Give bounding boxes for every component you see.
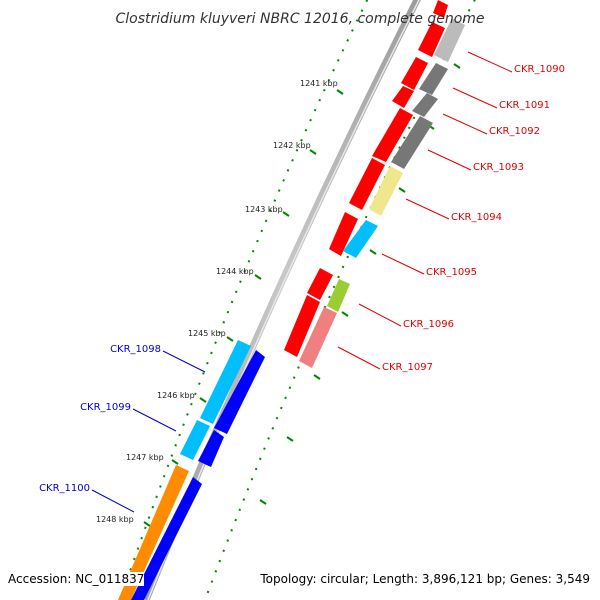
scale-tick xyxy=(282,211,290,217)
scale-label: 1248 kbp xyxy=(96,515,134,524)
scale-tick xyxy=(398,187,406,193)
gene-label[interactable]: CKR_1091 xyxy=(499,100,550,111)
scale-ticks xyxy=(143,63,461,527)
scale-label: 1241 kbp xyxy=(300,79,338,88)
gene-label[interactable]: CKR_1097 xyxy=(382,362,433,373)
label-connectors-right xyxy=(337,51,513,370)
gene-labels-right: CKR_1090 CKR_1091 CKR_1092 CKR_1093 CKR_… xyxy=(382,64,565,373)
gene-labels-left: CKR_1098 CKR_1099 CKR_1100 xyxy=(39,344,161,494)
gene-feature-cds xyxy=(372,108,413,162)
gene-feature-cyan xyxy=(200,340,251,424)
gene-feature-blue xyxy=(198,430,224,467)
label-connectors-left xyxy=(91,350,206,513)
gene-features-right xyxy=(284,0,465,368)
gene-label[interactable]: CKR_1090 xyxy=(514,64,565,75)
gene-label[interactable]: CKR_1093 xyxy=(473,162,524,173)
gene-features-left xyxy=(118,340,265,600)
gene-label[interactable]: CKR_1096 xyxy=(403,319,454,330)
scale-label: 1245 kbp xyxy=(188,329,226,338)
accession-label: Accession: NC_011837 xyxy=(8,572,145,586)
gene-feature-cds xyxy=(349,158,385,210)
scale-tick xyxy=(259,499,267,505)
topology-summary: Topology: circular; Length: 3,896,121 bp… xyxy=(260,572,590,586)
gene-label[interactable]: CKR_1098 xyxy=(110,344,161,355)
scale-tick xyxy=(341,311,349,317)
inner-dotted-guide xyxy=(204,0,476,600)
map-title: Clostridium kluyveri NBRC 12016, complet… xyxy=(115,11,484,27)
gene-label[interactable]: CKR_1092 xyxy=(489,126,540,137)
gene-feature-cds xyxy=(329,212,358,256)
gene-feature-cds xyxy=(401,57,428,90)
gene-feature-blue xyxy=(214,350,265,434)
scale-guide-lines xyxy=(119,0,476,600)
gene-feature-yellow xyxy=(369,166,403,216)
scale-label: 1246 kbp xyxy=(157,391,195,400)
scale-tick xyxy=(286,436,294,442)
scale-label: 1242 kbp xyxy=(273,141,311,150)
gene-feature-cyan xyxy=(343,220,378,258)
gene-label[interactable]: CKR_1095 xyxy=(426,267,477,278)
gene-feature-cds xyxy=(284,295,320,357)
scale-tick xyxy=(309,149,317,155)
scale-tick xyxy=(226,336,234,342)
scale-label: 1247 kbp xyxy=(126,453,164,462)
gene-feature-cds xyxy=(433,0,448,18)
scale-tick xyxy=(171,459,179,465)
gene-feature-cds xyxy=(418,22,445,57)
gene-feature-green xyxy=(327,279,350,312)
scale-tick xyxy=(254,274,262,280)
gene-feature-cds xyxy=(392,86,414,108)
scale-labels: 1241 kbp 1242 kbp 1243 kbp 1244 kbp 1245… xyxy=(96,79,338,524)
gene-label[interactable]: CKR_1099 xyxy=(80,402,131,413)
gene-feature-orange xyxy=(118,465,189,600)
scale-label: 1244 kbp xyxy=(216,267,254,276)
scale-tick xyxy=(453,63,461,69)
scale-tick xyxy=(199,397,207,403)
gene-feature-gray xyxy=(391,116,433,169)
gene-label[interactable]: CKR_1094 xyxy=(451,212,502,223)
gene-feature-cyan xyxy=(180,420,210,460)
gene-label[interactable]: CKR_1100 xyxy=(39,483,90,494)
scale-label: 1243 kbp xyxy=(245,205,283,214)
gene-feature-blue xyxy=(131,477,202,600)
gene-feature-pink xyxy=(299,307,337,368)
gene-feature-gray xyxy=(434,18,465,62)
scale-tick xyxy=(143,521,151,527)
scale-tick xyxy=(313,374,321,380)
gene-feature-gray xyxy=(412,93,438,117)
gene-feature-gray xyxy=(419,63,448,95)
scale-tick xyxy=(336,89,344,95)
scale-tick xyxy=(369,249,377,255)
gene-feature-cds xyxy=(307,268,333,300)
